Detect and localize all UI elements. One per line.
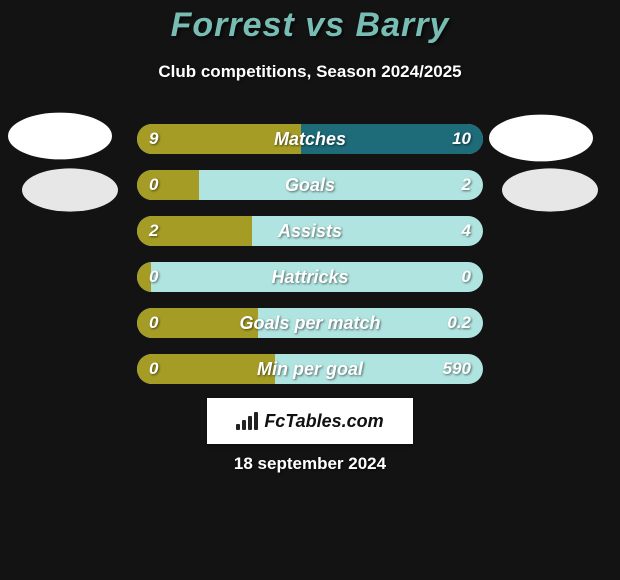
player-right-portrait-shadow [502,168,598,211]
logo-bar [236,424,240,430]
title-right-name: Barry [356,6,450,44]
player-right-portrait [489,115,593,162]
player-left-portrait [8,113,112,160]
logo-bar [248,416,252,430]
stat-bar: 0Hattricks0 [137,262,483,292]
stat-label: Assists [137,216,483,246]
stat-bar: 2Assists4 [137,216,483,246]
branding-text: FcTables.com [264,411,383,432]
stat-value-right: 0.2 [447,308,471,338]
comparison-infographic: Forrest vs Barry Club competitions, Seas… [0,0,620,580]
title-left-name: Forrest [171,6,295,44]
branding-badge: FcTables.com [207,398,413,444]
infographic-date: 18 september 2024 [0,454,620,474]
logo-bar [254,412,258,430]
stat-label: Matches [137,124,483,154]
stat-label: Goals per match [137,308,483,338]
stat-label: Min per goal [137,354,483,384]
stat-bar: 0Goals per match0.2 [137,308,483,338]
stat-bar: 0Min per goal590 [137,354,483,384]
stat-value-right: 2 [462,170,471,200]
stat-label: Hattricks [137,262,483,292]
logo-bar [242,420,246,430]
player-left-portrait-shadow [22,168,118,211]
subtitle: Club competitions, Season 2024/2025 [0,62,620,82]
stat-bar: 9Matches10 [137,124,483,154]
stat-value-right: 4 [462,216,471,246]
page-title: Forrest vs Barry [0,6,620,45]
stat-value-right: 10 [452,124,471,154]
stat-bar: 0Goals2 [137,170,483,200]
title-vs: vs [305,6,345,44]
stat-label: Goals [137,170,483,200]
stat-value-right: 590 [443,354,471,384]
fctables-logo-icon [236,412,258,430]
stat-value-right: 0 [462,262,471,292]
